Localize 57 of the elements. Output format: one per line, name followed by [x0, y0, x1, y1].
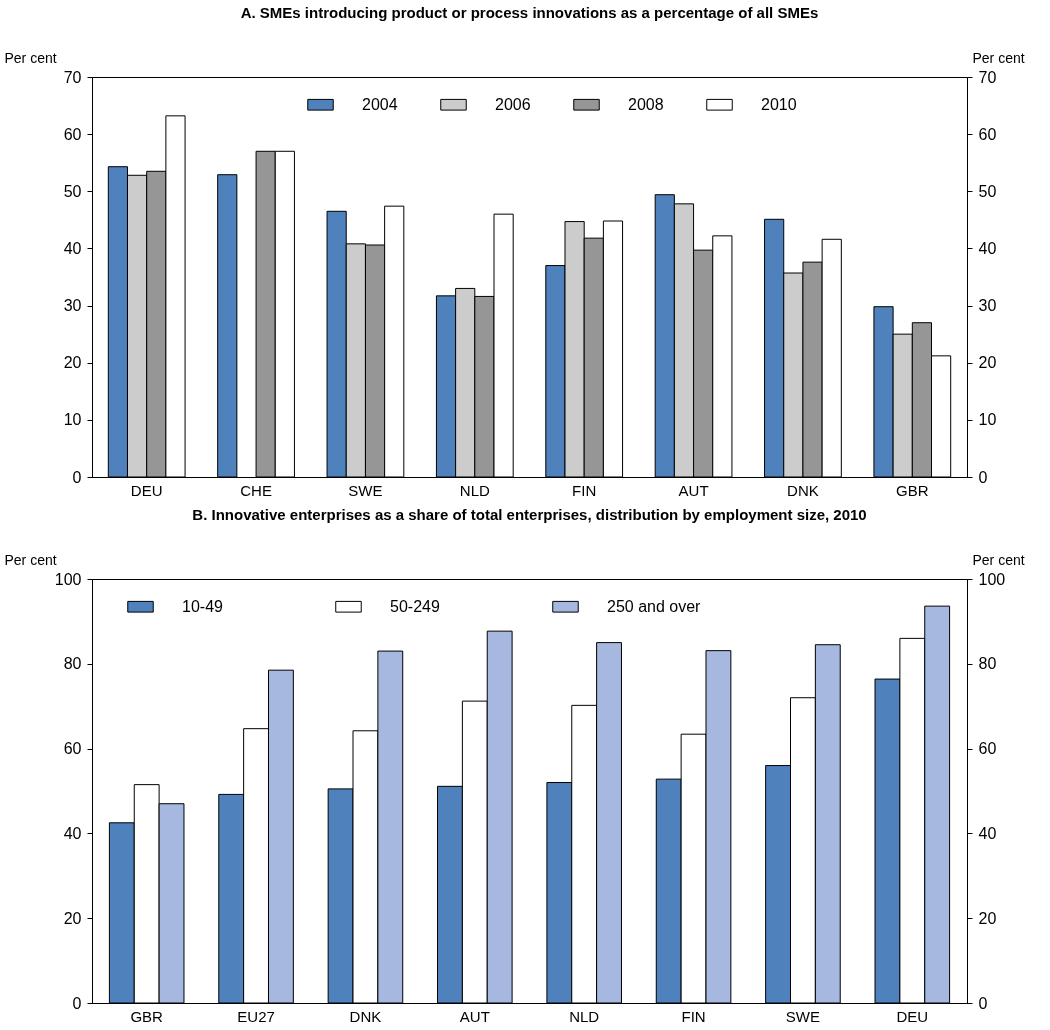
x-tick-label: EU27	[237, 1007, 275, 1025]
y-tick-label: 60	[63, 740, 82, 758]
y2-axis-title: Per cent	[972, 49, 1025, 66]
y-tick-label: 40	[63, 239, 82, 257]
y2-axis-title: Per cent	[972, 551, 1025, 568]
x-tick-label: DNK	[787, 481, 819, 499]
x-tick-label: DEU	[130, 481, 163, 499]
y-tick-label: 30	[63, 297, 82, 315]
legend-label: 2006	[495, 95, 531, 113]
y-tick-label: 0	[72, 468, 82, 486]
y-tick-label: 60	[63, 125, 82, 143]
x-tick-label: CHE	[240, 481, 272, 499]
x-tick-label: AUT	[459, 1007, 490, 1025]
legend-label: 10-49	[182, 597, 224, 615]
y-tick-label: 70	[63, 68, 82, 86]
legend-label: 50-249	[390, 597, 440, 615]
y-tick-label: 100	[54, 570, 82, 588]
x-tick-label: AUT	[678, 481, 709, 499]
y2-tick-label: 70	[978, 68, 997, 86]
legend-label: 250 and over	[607, 597, 702, 615]
legend-label: 2010	[761, 95, 797, 113]
x-tick-label: GBR	[896, 481, 929, 499]
y-tick-label: 0	[72, 994, 82, 1012]
y2-tick-label: 30	[978, 297, 997, 315]
chart-title: A. SMEs introducing product or process innovations as a percentage of all SMEs	[240, 4, 819, 21]
y2-tick-label: 100	[978, 570, 1006, 588]
x-tick-label: FIN	[572, 481, 597, 499]
y2-tick-label: 20	[978, 354, 997, 372]
y2-tick-label: 0	[978, 468, 988, 486]
y2-tick-label: 60	[978, 740, 997, 758]
chart-title: B. Innovative enterprises as a share of total enterprises, distribution by employment size, 2010	[192, 506, 867, 523]
y2-tick-label: 60	[978, 125, 997, 143]
y2-tick-label: 0	[978, 994, 988, 1012]
y-tick-label: 80	[63, 655, 82, 673]
x-tick-label: DEU	[896, 1007, 929, 1025]
y2-tick-label: 80	[978, 655, 997, 673]
legend-label: 2004	[362, 95, 398, 113]
x-tick-label: FIN	[681, 1007, 706, 1025]
x-tick-label: DNK	[349, 1007, 382, 1025]
x-tick-label: SWE	[785, 1007, 821, 1025]
x-tick-label: NLD	[459, 481, 490, 499]
y2-tick-label: 40	[978, 239, 997, 257]
y-tick-label: 20	[63, 354, 82, 372]
y-tick-label: 40	[63, 824, 82, 842]
y-tick-label: 20	[63, 909, 82, 927]
legend-label: 2008	[628, 95, 664, 113]
y-axis-title: Per cent	[4, 551, 57, 568]
x-tick-label: SWE	[348, 481, 383, 499]
y-tick-label: 10	[63, 411, 82, 429]
y-axis-title: Per cent	[4, 49, 57, 66]
y-tick-label: 50	[63, 182, 82, 200]
y2-tick-label: 40	[978, 824, 997, 842]
y2-tick-label: 10	[978, 411, 997, 429]
y2-tick-label: 20	[978, 909, 997, 927]
x-tick-label: GBR	[130, 1007, 164, 1025]
y2-tick-label: 50	[978, 182, 997, 200]
x-tick-label: NLD	[569, 1007, 600, 1025]
